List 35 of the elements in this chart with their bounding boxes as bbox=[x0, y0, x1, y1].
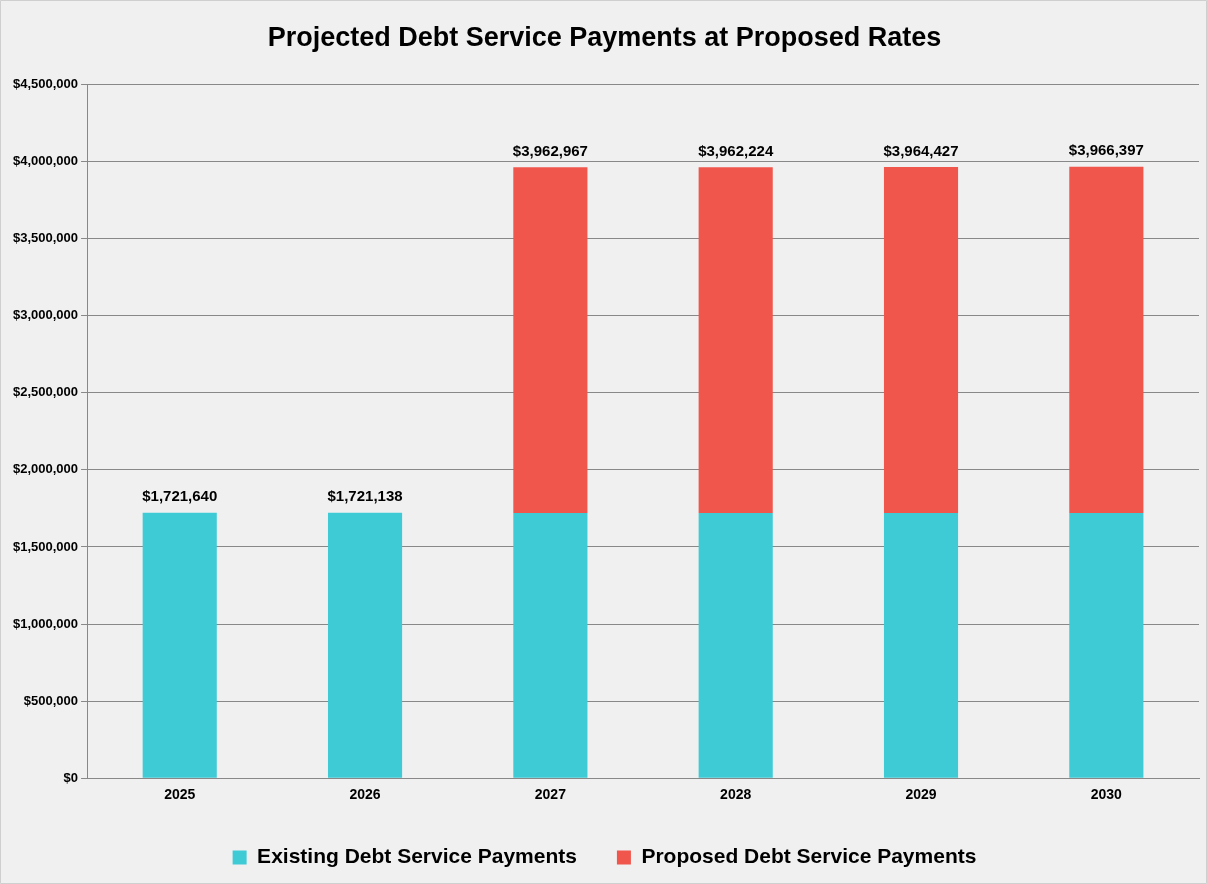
legend-label: Proposed Debt Service Payments bbox=[641, 844, 977, 868]
bar bbox=[1069, 513, 1144, 778]
x-tick-label: 2027 bbox=[534, 786, 567, 803]
bar bbox=[513, 513, 588, 778]
y-tick-label: $2,000,000 bbox=[12, 461, 79, 477]
total-label: $1,721,640 bbox=[142, 487, 218, 505]
y-tick-label: $0 bbox=[63, 769, 79, 785]
total-label: $1,721,138 bbox=[327, 487, 403, 505]
x-tick-label: 2029 bbox=[905, 786, 937, 803]
bar bbox=[513, 167, 588, 514]
chart-title: Projected Debt Service Payments at Proposed Rates bbox=[267, 21, 942, 52]
total-label: $3,962,967 bbox=[512, 141, 588, 159]
total-label: $3,962,224 bbox=[698, 141, 774, 159]
bar bbox=[142, 512, 217, 778]
bar bbox=[698, 513, 773, 778]
y-tick-label: $1,000,000 bbox=[12, 615, 79, 631]
y-tick-label: $500,000 bbox=[23, 692, 79, 708]
x-tick-label: 2028 bbox=[720, 786, 752, 803]
y-tick-label: $3,500,000 bbox=[12, 230, 79, 246]
x-tick-label: 2030 bbox=[1090, 786, 1123, 803]
x-tick-label: 2025 bbox=[164, 786, 196, 803]
total-label: $3,966,397 bbox=[1068, 141, 1144, 159]
y-tick-label: $2,500,000 bbox=[12, 384, 79, 400]
bar bbox=[327, 512, 403, 778]
legend-label: Existing Debt Service Payments bbox=[257, 844, 577, 868]
x-tick-label: 2026 bbox=[349, 786, 381, 803]
y-tick-label: $1,500,000 bbox=[12, 538, 79, 554]
y-tick-label: $4,500,000 bbox=[12, 75, 79, 91]
bar bbox=[883, 513, 959, 778]
y-tick-label: $3,000,000 bbox=[12, 307, 79, 323]
total-label: $3,964,427 bbox=[883, 141, 959, 159]
bar bbox=[698, 167, 773, 514]
bar bbox=[1069, 166, 1144, 514]
bar bbox=[883, 166, 959, 514]
y-tick-label: $4,000,000 bbox=[12, 153, 79, 169]
